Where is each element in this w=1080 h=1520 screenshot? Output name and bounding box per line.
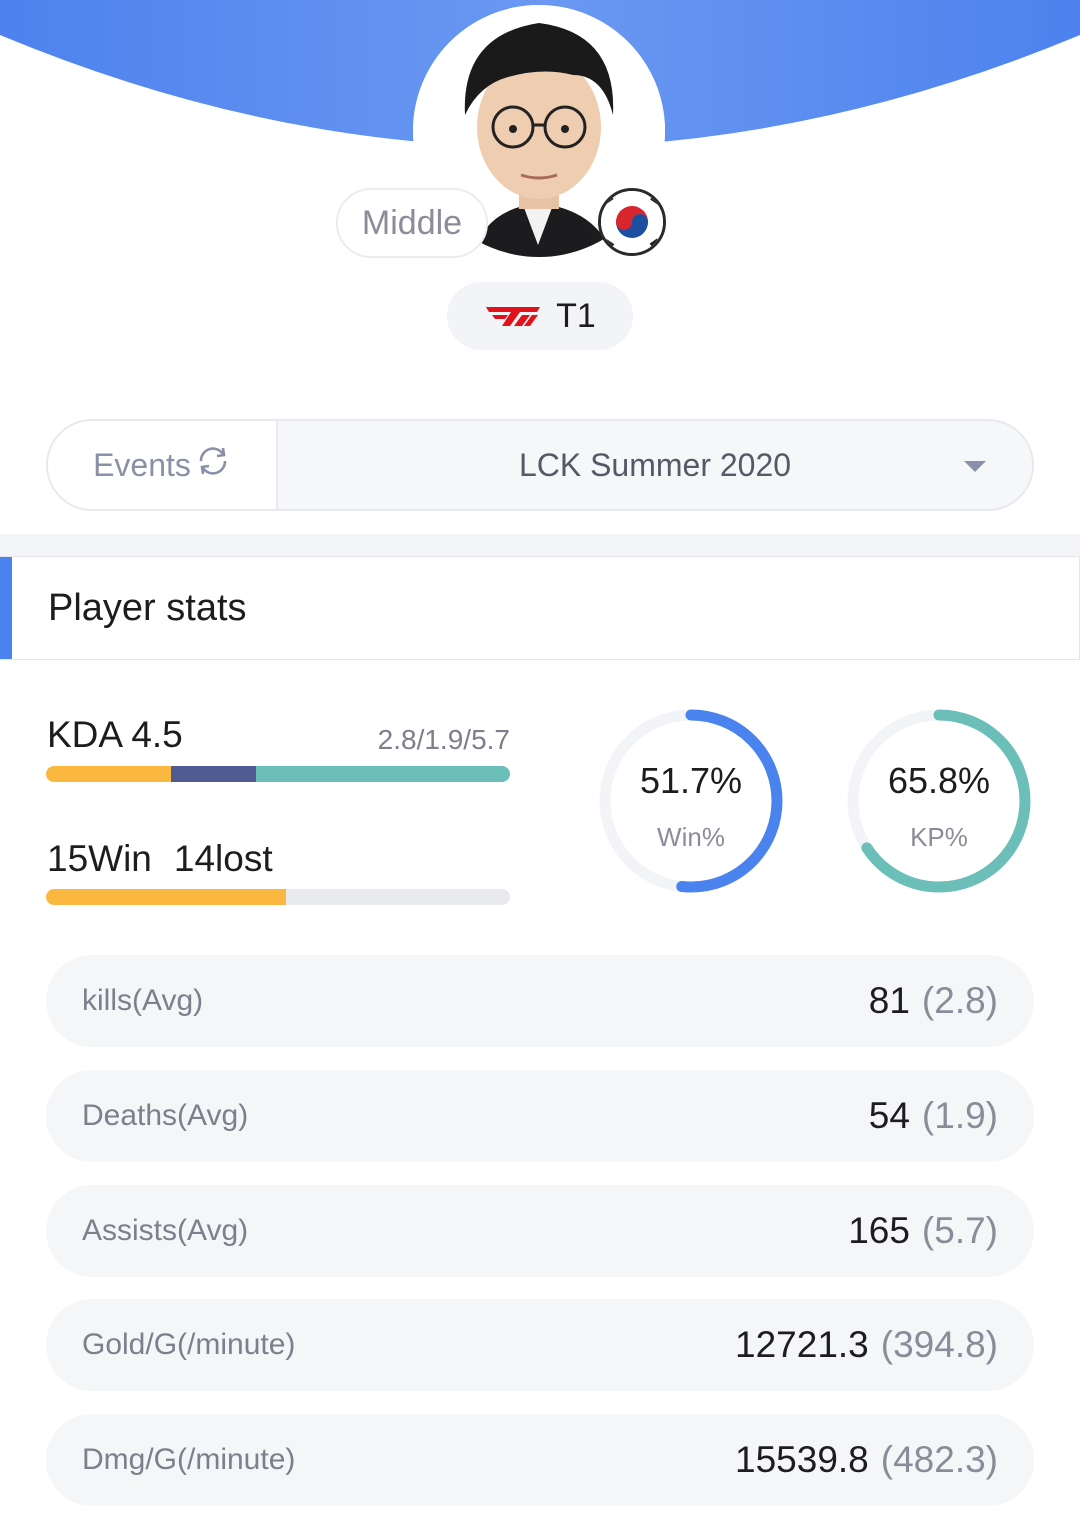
refresh-icon bbox=[195, 445, 231, 485]
stat-total: 15539.8 bbox=[735, 1439, 869, 1480]
win-loss-record: 15Win 14lost bbox=[47, 838, 273, 880]
kda-deaths-segment bbox=[170, 766, 256, 782]
kda-title: KDA 4.5 bbox=[47, 714, 183, 755]
stat-label: Gold/G(/minute) bbox=[82, 1328, 296, 1361]
kda-bar bbox=[46, 766, 510, 782]
win-rate-arc bbox=[599, 709, 783, 893]
section-title: Player stats bbox=[48, 586, 247, 629]
stat-average: (1.9) bbox=[921, 1095, 998, 1136]
stat-average: (5.7) bbox=[921, 1210, 998, 1251]
win-rate-label: Win% bbox=[657, 822, 725, 852]
stat-label: Dmg/G(/minute) bbox=[82, 1443, 296, 1476]
stat-row-assists: Assists(Avg) 165 (5.7) bbox=[46, 1185, 1034, 1277]
kill-participation-value: 65.8% bbox=[887, 760, 991, 801]
stat-row-gold: Gold/G(/minute) 12721.3 (394.8) bbox=[46, 1299, 1034, 1391]
kill-participation-label: KP% bbox=[910, 822, 968, 852]
stat-average: (482.3) bbox=[880, 1439, 998, 1480]
wins-text: 15Win bbox=[47, 838, 152, 879]
win-rate-ring: 51.7% Win% bbox=[596, 706, 786, 896]
win-loss-bar bbox=[46, 889, 510, 905]
stat-row-kills: kills(Avg) 81 (2.8) bbox=[46, 955, 1034, 1047]
stat-label: kills(Avg) bbox=[82, 984, 204, 1017]
stat-total: 12721.3 bbox=[735, 1324, 869, 1365]
kda-kills-segment bbox=[46, 766, 171, 782]
event-dropdown[interactable]: LCK Summer 2020 bbox=[278, 421, 1032, 509]
stat-row-deaths: Deaths(Avg) 54 (1.9) bbox=[46, 1070, 1034, 1162]
south-korea-flag-icon bbox=[598, 188, 666, 256]
section-divider bbox=[0, 534, 1080, 556]
stat-label: Assists(Avg) bbox=[82, 1214, 249, 1247]
event-selector: Events LCK Summer 2020 bbox=[46, 419, 1034, 511]
events-toggle-button[interactable]: Events bbox=[48, 421, 278, 509]
kill-participation-ring: 65.8% KP% bbox=[844, 706, 1034, 896]
role-badge: Middle bbox=[336, 188, 488, 258]
role-label: Middle bbox=[361, 203, 463, 242]
stat-label: Deaths(Avg) bbox=[82, 1099, 249, 1132]
kill-participation-arc bbox=[847, 709, 1031, 893]
caret-down-icon bbox=[964, 461, 986, 472]
selected-event: LCK Summer 2020 bbox=[518, 446, 792, 483]
stat-total: 54 bbox=[868, 1095, 910, 1136]
section-accent-bar bbox=[0, 557, 12, 659]
events-label: Events bbox=[93, 446, 191, 483]
player-stats-header: Player stats bbox=[0, 556, 1080, 660]
stat-total: 165 bbox=[848, 1210, 910, 1251]
stat-average: (2.8) bbox=[921, 980, 998, 1021]
team-name: T1 bbox=[556, 296, 596, 335]
stat-total: 81 bbox=[868, 980, 910, 1021]
wins-segment bbox=[46, 889, 286, 905]
stat-row-damage: Dmg/G(/minute) 15539.8 (482.3) bbox=[46, 1414, 1034, 1506]
kda-assists-segment bbox=[255, 766, 510, 782]
team-badge[interactable]: T1 bbox=[447, 282, 633, 350]
win-rate-value: 51.7% bbox=[639, 760, 743, 801]
losses-text: 14lost bbox=[173, 838, 273, 879]
kda-detail: 2.8/1.9/5.7 bbox=[377, 724, 510, 755]
t1-logo-icon bbox=[484, 304, 542, 328]
stat-average: (394.8) bbox=[880, 1324, 998, 1365]
